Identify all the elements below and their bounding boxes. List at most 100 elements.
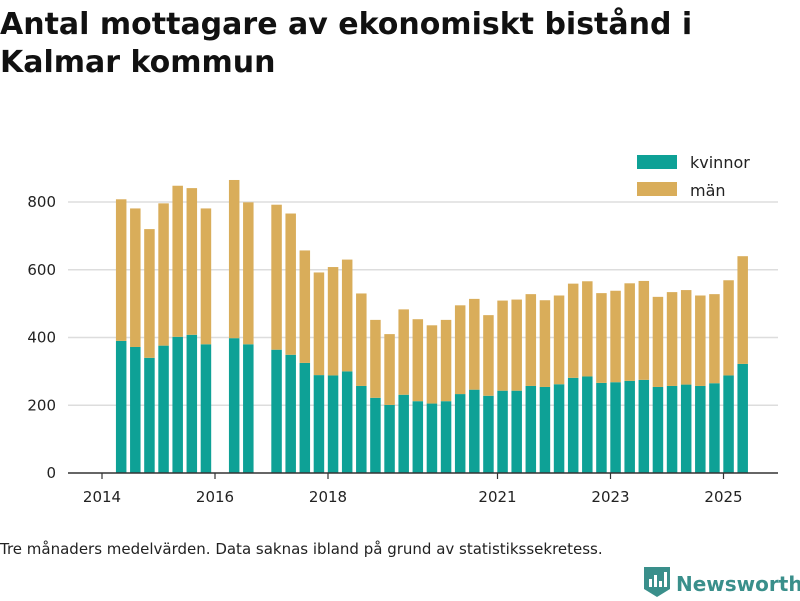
y-tick-label: 400 <box>27 329 56 347</box>
bar-kvinnor <box>299 362 311 473</box>
bar-man <box>144 229 155 358</box>
bar-man <box>511 299 522 391</box>
bar-kvinnor <box>158 345 169 473</box>
bar-kvinnor <box>497 390 508 473</box>
bar-kvinnor <box>737 363 748 473</box>
bar-kvinnor <box>228 338 240 473</box>
x-tick-label: 2018 <box>309 488 347 506</box>
bar-kvinnor <box>454 394 466 473</box>
bar-kvinnor <box>243 344 254 473</box>
bar-man <box>454 305 466 395</box>
bar-kvinnor <box>130 346 141 473</box>
legend-swatch-kvinnor <box>637 155 677 169</box>
bar-man <box>327 267 339 376</box>
bar-kvinnor <box>638 379 650 473</box>
bar-man <box>497 300 508 391</box>
bar-man <box>624 283 635 381</box>
bar-kvinnor <box>271 349 282 473</box>
bar-kvinnor <box>582 376 593 473</box>
bar-kvinnor <box>596 382 607 473</box>
brand-name: Newsworthy <box>676 572 800 596</box>
legend-swatch-man <box>637 182 677 196</box>
bar-man <box>483 315 494 396</box>
bar-kvinnor <box>624 380 635 473</box>
bar-kvinnor <box>327 375 339 473</box>
bar-man <box>525 294 537 386</box>
bar-man <box>695 295 706 386</box>
bar-kvinnor <box>200 344 212 473</box>
bar-man <box>384 334 395 405</box>
bar-kvinnor <box>341 371 353 473</box>
bar-kvinnor <box>172 336 183 473</box>
bar-kvinnor <box>144 357 155 473</box>
bar-man <box>440 319 452 402</box>
bar-man <box>412 319 424 402</box>
bar-man <box>186 188 198 335</box>
bar-man <box>638 280 650 380</box>
bar-man <box>652 296 664 387</box>
bar-man <box>172 185 183 337</box>
y-tick-label: 600 <box>27 261 56 279</box>
legend-label-kvinnor: kvinnor <box>690 153 750 172</box>
bar-man <box>666 292 678 386</box>
bar-man <box>115 199 127 341</box>
bar-man <box>469 298 480 390</box>
bar-kvinnor <box>680 384 692 473</box>
bar-kvinnor <box>115 340 127 473</box>
bar-man <box>539 300 551 387</box>
bar-man <box>341 259 353 372</box>
y-tick-label: 0 <box>46 464 56 482</box>
x-tick-label: 2014 <box>83 488 121 506</box>
bar-kvinnor <box>426 403 438 473</box>
bar-man <box>299 250 311 363</box>
bar-kvinnor <box>525 385 537 473</box>
y-tick-label: 200 <box>27 396 56 414</box>
bar-kvinnor <box>723 375 734 473</box>
bars-group <box>115 179 748 473</box>
bar-man <box>709 294 720 384</box>
bar-man <box>596 293 607 383</box>
bar-man <box>426 325 438 404</box>
bar-man <box>680 290 692 385</box>
bar-kvinnor <box>511 390 522 473</box>
legend-label-man: män <box>690 181 726 200</box>
legend: kvinnor män <box>628 148 765 200</box>
bar-man <box>130 208 141 347</box>
bar-kvinnor <box>186 334 198 473</box>
x-tick-label: 2021 <box>478 488 516 506</box>
bar-man <box>313 272 325 376</box>
bar-man <box>737 256 748 364</box>
bar-kvinnor <box>370 397 381 473</box>
bar-kvinnor <box>567 377 579 473</box>
bar-kvinnor <box>483 395 494 473</box>
bar-kvinnor <box>440 401 452 473</box>
bar-kvinnor <box>384 404 395 473</box>
bar-kvinnor <box>313 375 325 473</box>
y-tick-label: 800 <box>27 193 56 211</box>
bar-man <box>553 295 565 385</box>
bar-man <box>356 293 367 386</box>
brand-logo: Newsworthy <box>644 567 800 599</box>
bar-kvinnor <box>666 385 678 473</box>
x-tick-label: 2016 <box>196 488 234 506</box>
bar-man <box>398 309 409 395</box>
bar-man <box>610 290 621 383</box>
bar-kvinnor <box>285 354 296 473</box>
chart-title: Antal mottagare av ekonomiskt bistånd i … <box>0 7 693 80</box>
axes-group: 0 200 400 600 800 2014 2016 2018 2021 2023 2025 <box>27 193 778 506</box>
bar-man <box>285 213 296 355</box>
x-tick-label: 2023 <box>591 488 629 506</box>
bar-kvinnor <box>412 401 424 473</box>
bar-man <box>567 283 579 378</box>
bar-kvinnor <box>695 385 706 473</box>
bar-man <box>228 179 240 339</box>
x-tick-label: 2025 <box>704 488 742 506</box>
bar-man <box>271 204 282 350</box>
bar-kvinnor <box>610 382 621 473</box>
bar-man <box>582 281 593 377</box>
bar-man <box>370 319 381 398</box>
bar-kvinnor <box>553 384 565 473</box>
bar-kvinnor <box>356 385 367 473</box>
bar-kvinnor <box>652 386 664 473</box>
